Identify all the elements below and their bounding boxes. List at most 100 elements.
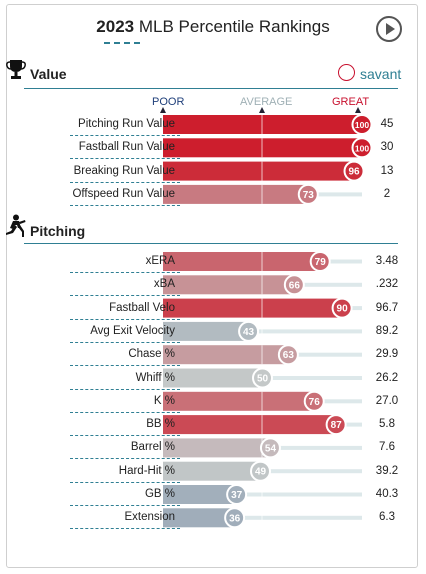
row-separator — [70, 295, 180, 297]
percentile-marker — [238, 320, 260, 342]
row-separator — [70, 365, 180, 367]
page-title: 2023 MLB Percentile Rankings — [0, 17, 426, 37]
row-separator — [70, 272, 180, 273]
stat-value: 29.9 — [375, 348, 399, 361]
percentile-marker — [277, 344, 299, 366]
percentile-marker — [283, 274, 305, 296]
stat-value: 30 — [380, 141, 394, 154]
row-separator — [70, 458, 180, 460]
percentile-bar — [163, 275, 295, 295]
row-separator — [70, 505, 180, 506]
percentile-bar — [163, 161, 355, 181]
stat-value: 5.8 — [379, 418, 395, 431]
percentile-marker — [303, 390, 325, 412]
percentile-marker — [226, 484, 248, 505]
percentile-label: 63 — [283, 350, 295, 361]
metric-label: xERA — [145, 255, 175, 267]
percentile-bar — [163, 508, 235, 528]
percentile-bar — [163, 321, 249, 341]
metric-label: K % — [153, 394, 175, 407]
percentile-bar — [163, 391, 315, 411]
row-separator — [70, 481, 180, 483]
percentile-label: 54 — [265, 443, 277, 454]
trophy-icon — [6, 60, 26, 79]
percentile-bar — [163, 415, 337, 435]
scale-average-label: AVERAGE — [240, 96, 293, 108]
percentile-label: 73 — [303, 190, 315, 201]
stat-value: 2 — [383, 187, 391, 200]
percentile-label: 87 — [331, 420, 343, 431]
metric-label: Pitching Run Value — [78, 118, 175, 130]
stat-value: 13 — [380, 164, 394, 177]
metric-label: Barrel % — [130, 441, 175, 454]
percentile-label: 79 — [315, 257, 327, 268]
percentile-bar — [163, 345, 289, 365]
metric-label: Whiff % — [135, 371, 175, 384]
percentile-bar — [163, 438, 271, 458]
row-separator — [70, 435, 180, 437]
percentile-label: 100 — [355, 143, 369, 153]
stat-value: 40.3 — [375, 488, 399, 500]
metric-label: GB % — [144, 488, 175, 500]
row-separator — [70, 158, 180, 160]
savant-brand: savant — [360, 66, 402, 82]
stat-value: 3.48 — [375, 255, 399, 267]
metric-label: Hard-Hit % — [118, 464, 175, 477]
percentile-bar — [163, 252, 321, 271]
percentile-bar — [163, 184, 309, 204]
title-underline — [104, 42, 140, 44]
percentile-label: 66 — [289, 280, 301, 291]
play-button[interactable] — [376, 16, 402, 42]
percentile-label: 36 — [229, 513, 241, 524]
percentile-label: 100 — [355, 120, 369, 130]
scale-poor-marker — [160, 107, 166, 113]
metric-label: BB % — [146, 418, 175, 431]
row-separator — [70, 528, 180, 530]
stat-value: 26.2 — [375, 371, 399, 384]
row-separator — [70, 341, 180, 343]
percentile-marker — [250, 460, 272, 482]
percentile-marker — [331, 297, 353, 319]
percentile-marker — [224, 507, 246, 529]
stat-value: 45 — [380, 118, 394, 130]
percentile-marker — [252, 367, 273, 389]
metric-label: Avg Exit Velocity — [90, 324, 175, 337]
percentile-marker — [297, 183, 319, 205]
row-separator — [70, 388, 180, 390]
row-separator — [70, 411, 180, 413]
section-pitching-divider — [24, 243, 398, 244]
percentile-marker — [259, 437, 281, 459]
row-separator — [70, 318, 180, 320]
scale-poor-label: POOR — [152, 96, 185, 108]
title-text: MLB Percentile Rankings — [138, 17, 330, 36]
percentile-label: 50 — [257, 374, 269, 385]
stat-value: 39.2 — [375, 464, 399, 477]
percentile-label: 37 — [231, 490, 243, 501]
percentile-label: 76 — [309, 397, 321, 408]
percentile-bar — [163, 485, 237, 504]
metric-label: Offspeed Run Value — [72, 187, 175, 200]
pitcher-icon — [6, 214, 26, 237]
row-separator — [70, 204, 180, 206]
title-year: 2023 — [96, 17, 135, 36]
metric-label: Chase % — [128, 348, 175, 361]
percentile-label: 49 — [255, 467, 267, 478]
percentile-bar — [163, 368, 263, 388]
stat-value: 96.7 — [375, 301, 399, 314]
stat-value: 27.0 — [375, 394, 399, 407]
row-separator — [70, 135, 180, 136]
stat-value: 6.3 — [379, 511, 395, 524]
metric-label: Fastball Run Value — [78, 141, 175, 154]
stat-value: .232 — [375, 278, 399, 291]
percentile-marker — [325, 414, 347, 436]
percentile-label: 90 — [337, 304, 349, 315]
row-separator — [70, 181, 180, 183]
metric-label: Breaking Run Value — [73, 164, 175, 177]
metric-label: Extension — [124, 511, 175, 524]
scale-great-marker — [355, 107, 361, 113]
scale-great-label: GREAT — [332, 96, 370, 108]
percentile-bar — [163, 298, 343, 318]
stat-value: 7.6 — [379, 441, 395, 454]
percentile-marker — [351, 114, 373, 135]
